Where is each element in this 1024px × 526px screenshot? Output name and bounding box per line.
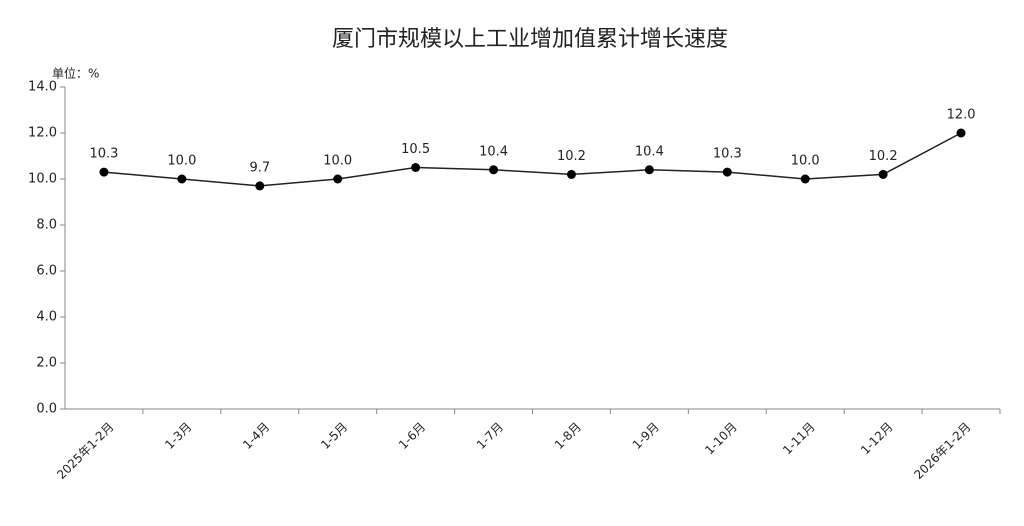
x-tick-label: 1-7月 — [474, 420, 506, 452]
point — [566, 169, 576, 179]
y-tick-label: 8.0 — [36, 218, 57, 233]
x-tick-label: 1-9月 — [630, 420, 662, 452]
value-label: 10.2 — [557, 149, 586, 164]
point — [99, 167, 109, 177]
value-label: 10.4 — [635, 144, 664, 159]
chart-title: 厦门市规模以上工业增加值累计增长速度 — [332, 27, 728, 52]
x-tick-label: 2025年1-2月 — [54, 420, 116, 482]
unit-label: 单位：% — [52, 66, 99, 81]
x-tick-label: 2026年1-2月 — [911, 420, 973, 482]
value-label: 10.0 — [167, 154, 196, 169]
value-label: 10.5 — [401, 142, 430, 157]
y-tick-label: 6.0 — [36, 264, 57, 279]
y-tick-label: 2.0 — [36, 356, 57, 371]
y-tick-label: 10.0 — [28, 172, 57, 187]
x-tick-label: 1-5月 — [318, 420, 350, 452]
x-tick-label: 1-8月 — [552, 420, 584, 452]
point — [878, 169, 888, 179]
value-label: 9.7 — [249, 160, 270, 175]
x-tick-label: 1-10月 — [702, 420, 740, 458]
point — [956, 128, 966, 138]
point — [177, 174, 187, 184]
y-tick-label: 0.0 — [36, 402, 57, 417]
x-tick-label: 1-11月 — [780, 420, 818, 458]
point — [722, 167, 732, 177]
value-label: 10.2 — [869, 149, 898, 164]
x-tick-label: 1-12月 — [858, 420, 896, 458]
line — [103, 132, 962, 187]
value-label: 10.3 — [713, 147, 742, 162]
x-tick-label: 1-4月 — [240, 420, 272, 452]
point — [411, 163, 421, 172]
point — [800, 174, 810, 184]
value-label: 10.4 — [479, 144, 508, 159]
value-label: 10.0 — [791, 154, 820, 169]
y-tick-label: 14.0 — [28, 80, 57, 95]
value-label: 10.0 — [323, 154, 352, 169]
point — [255, 181, 265, 191]
point — [333, 174, 343, 184]
x-tick-label: 1-6月 — [396, 420, 428, 452]
x-tick-label: 1-3月 — [162, 420, 194, 452]
value-label: 10.3 — [89, 147, 118, 162]
point — [644, 165, 654, 175]
point — [489, 165, 499, 175]
value-label: 12.0 — [947, 108, 976, 123]
y-tick-label: 4.0 — [36, 310, 57, 325]
y-tick-label: 12.0 — [28, 126, 57, 141]
